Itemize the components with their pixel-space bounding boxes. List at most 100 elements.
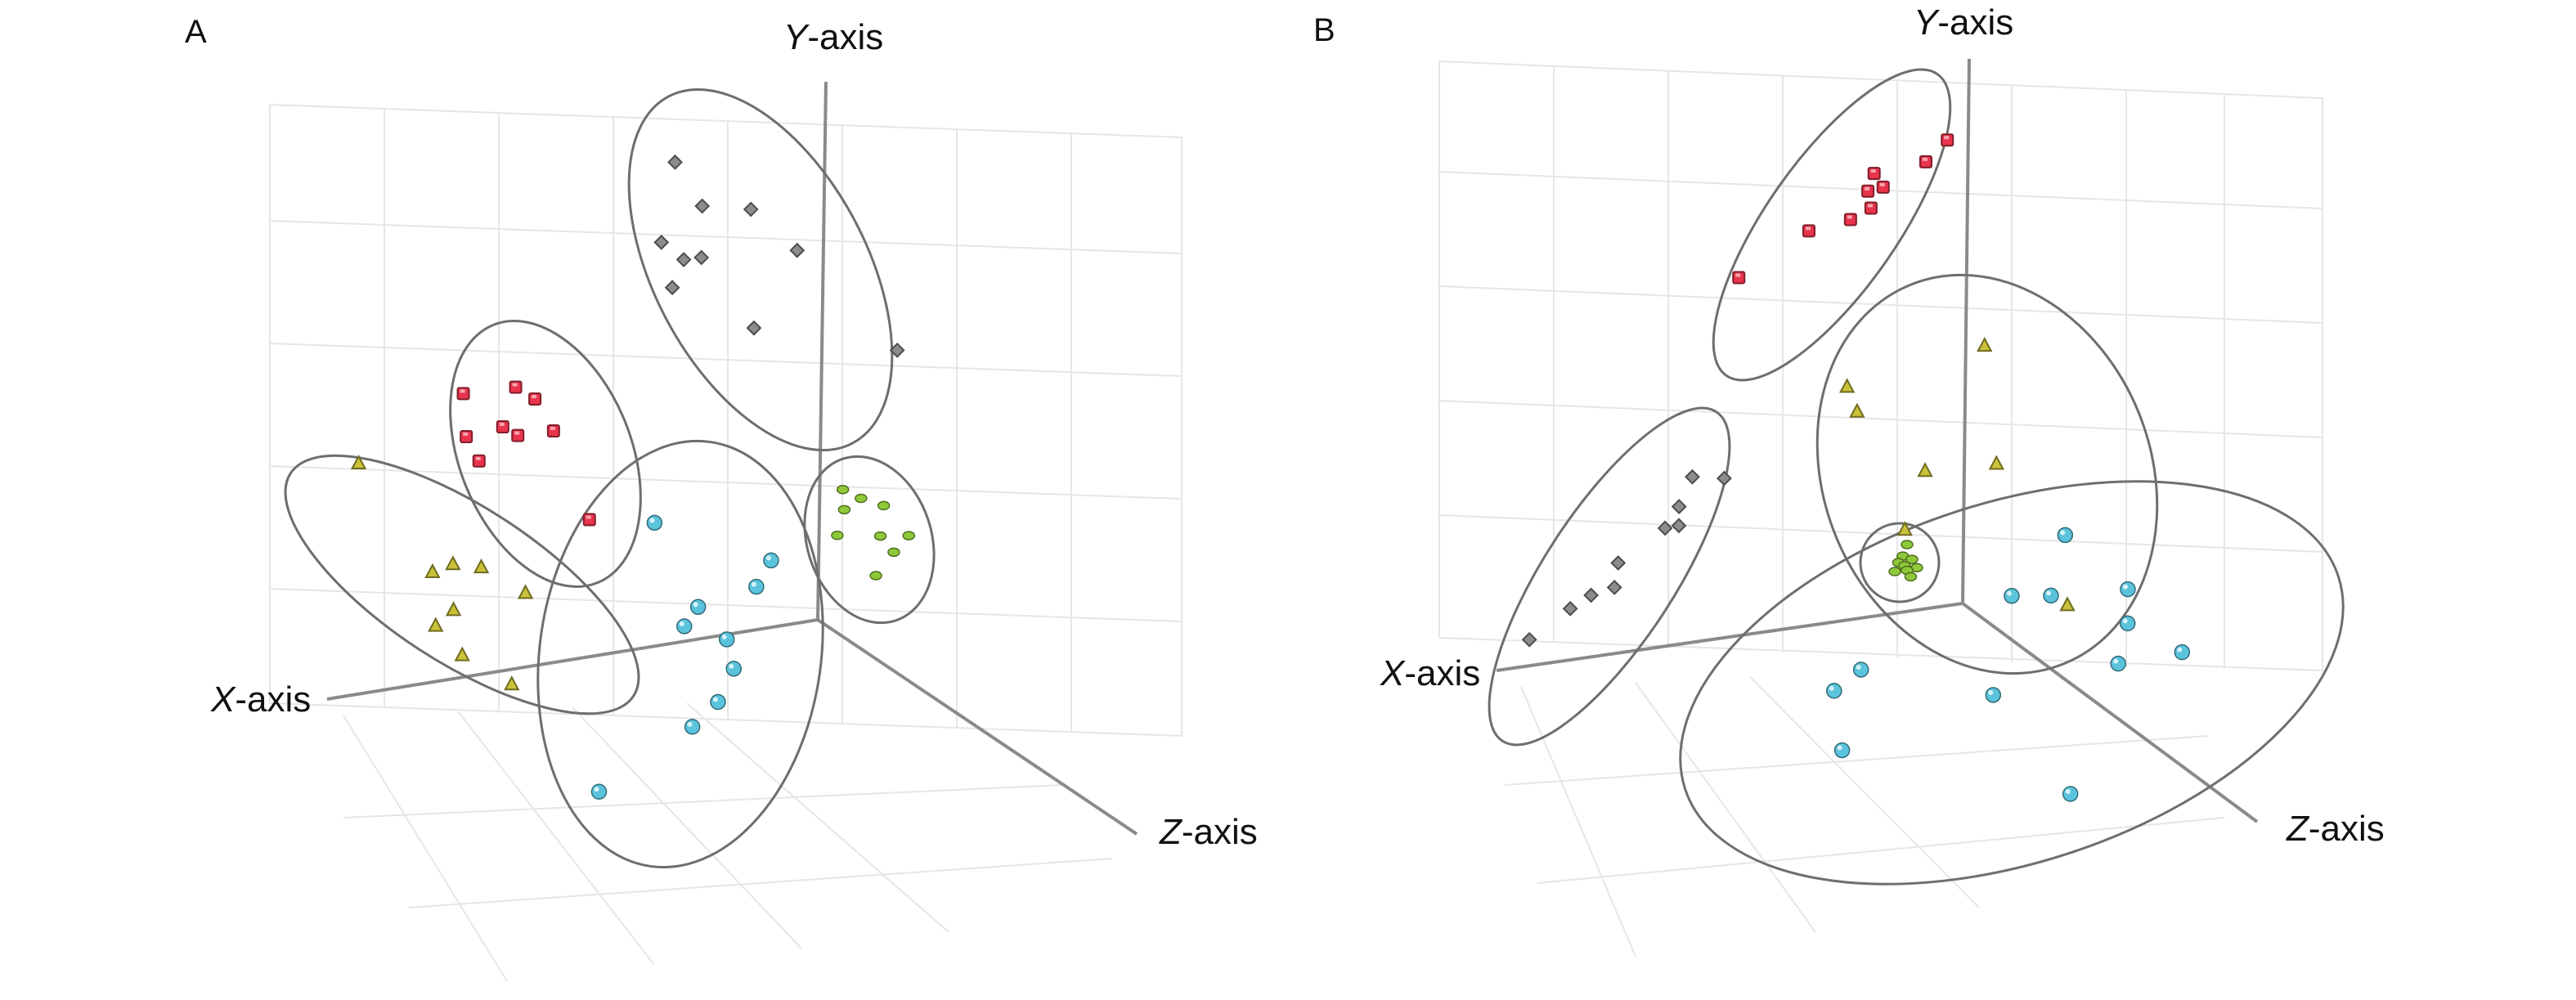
x-axis-label: X-axis	[210, 679, 311, 720]
panel-label: B	[1313, 12, 1335, 48]
cluster-ellipse	[1488, 406, 1731, 747]
data-point	[1610, 555, 1627, 571]
grid	[1438, 61, 2323, 957]
data-point	[1838, 378, 1856, 393]
data-point	[2062, 786, 2079, 802]
data-point	[582, 513, 596, 527]
cluster-ellipse	[284, 454, 640, 715]
data-point	[1521, 631, 1537, 648]
data-point	[1917, 462, 1933, 478]
data-point	[1904, 572, 1918, 582]
y-axis-line	[1961, 58, 1971, 604]
data-point	[428, 617, 444, 632]
data-points	[1521, 133, 2191, 802]
data-point	[1606, 579, 1622, 595]
panel-b: B	[1313, 2, 2385, 957]
data-point	[517, 584, 534, 599]
data-point	[710, 693, 726, 711]
data-point	[2043, 587, 2059, 604]
data-point	[1685, 469, 1700, 485]
data-point	[1864, 201, 1878, 215]
data-point	[473, 558, 490, 574]
data-point	[873, 531, 887, 541]
data-point	[2119, 615, 2136, 632]
data-point	[1861, 184, 1875, 198]
z-axis-label: Z-axis	[2286, 809, 2385, 849]
data-point	[546, 424, 560, 437]
data-point	[855, 493, 868, 504]
cluster-ellipse	[1712, 68, 1952, 382]
data-point	[1802, 224, 1815, 238]
data-point	[590, 783, 608, 800]
cluster-ellipse	[449, 320, 642, 588]
y-axis-label: Y-axis	[1914, 2, 2013, 43]
cluster-ellipse	[1815, 273, 2159, 675]
y-axis-label: Y-axis	[783, 17, 883, 57]
data-point	[1717, 470, 1732, 487]
data-point	[653, 234, 670, 250]
data-point	[2004, 588, 2020, 604]
data-point	[1671, 499, 1687, 514]
grid	[269, 104, 1183, 982]
data-point	[1896, 521, 1913, 536]
data-point	[472, 454, 486, 468]
data-point	[836, 485, 850, 495]
data-point	[1826, 683, 1842, 699]
data-point	[693, 249, 710, 266]
data-point	[667, 154, 683, 170]
cluster-ellipse	[1679, 480, 2345, 886]
data-point	[511, 428, 525, 442]
data-point	[725, 661, 742, 677]
data-point	[689, 599, 707, 616]
data-point	[1732, 271, 1746, 285]
data-point	[1901, 540, 1914, 549]
data-point	[1852, 661, 1869, 678]
data-point	[869, 571, 882, 581]
data-point	[1905, 554, 1919, 564]
cluster-ellipses	[284, 87, 936, 869]
data-point	[763, 552, 779, 569]
data-point	[1985, 687, 2002, 703]
data-point	[1888, 567, 1901, 576]
data-point	[1849, 402, 1865, 418]
data-point	[504, 675, 520, 691]
z-axis-label: Z-axis	[1159, 812, 1258, 852]
cluster-ellipses	[1488, 68, 2345, 886]
y-axis-line	[816, 81, 828, 621]
data-point	[2057, 527, 2074, 544]
data-point	[528, 392, 542, 406]
data-point	[646, 514, 663, 531]
data-point	[831, 531, 844, 540]
data-point	[1876, 180, 1890, 194]
data-point	[1977, 336, 1993, 352]
data-point	[877, 500, 891, 511]
data-point	[445, 601, 462, 617]
data-point	[748, 578, 765, 595]
data-point	[2174, 643, 2191, 661]
z-axis-line	[1961, 602, 2259, 823]
data-point	[460, 429, 473, 443]
data-point	[887, 547, 900, 558]
data-point	[496, 419, 509, 433]
data-point	[1867, 167, 1881, 181]
panel-a: A	[185, 14, 1258, 982]
data-point	[676, 618, 693, 635]
data-point	[675, 252, 692, 267]
data-point	[694, 198, 711, 214]
data-point	[1833, 742, 1851, 759]
data-point	[837, 504, 851, 515]
cluster-ellipse	[803, 455, 936, 625]
axes	[326, 81, 1138, 836]
data-point	[1583, 587, 1600, 603]
data-point	[746, 320, 762, 336]
data-point	[2059, 596, 2076, 612]
data-point	[509, 380, 523, 394]
data-point	[718, 631, 735, 648]
x-axis-label: X-axis	[1380, 653, 1480, 693]
data-point	[350, 454, 367, 470]
data-point	[1941, 133, 1954, 147]
panel-label: A	[185, 14, 207, 50]
data-point	[1562, 600, 1578, 617]
data-point	[456, 387, 470, 401]
